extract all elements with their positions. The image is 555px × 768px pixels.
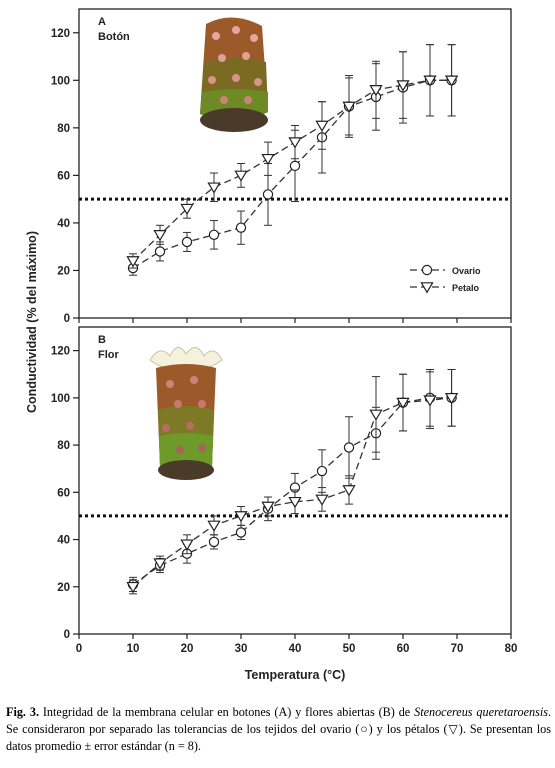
series-petalo [126, 369, 459, 595]
series-line [132, 79, 452, 269]
y-tick-label: 20 [57, 582, 70, 594]
data-point [396, 80, 410, 92]
x-tick-label: 40 [289, 643, 302, 655]
y-tick-label: 100 [51, 393, 70, 405]
data-point [154, 246, 166, 257]
data-point [444, 393, 459, 405]
caption-species: Stenocereus queretaroensis [414, 705, 548, 719]
data-point [342, 485, 356, 497]
y-tick-label: 120 [51, 346, 70, 358]
data-point [288, 137, 302, 149]
x-axis-label: Temperatura (°C) [245, 668, 346, 682]
data-point [234, 170, 248, 182]
legend-marker [420, 282, 434, 294]
y-tick-label: 80 [57, 123, 70, 135]
x-tick-label: 0 [76, 643, 82, 655]
data-point [153, 230, 167, 242]
legend-marker [421, 264, 433, 276]
data-point [208, 536, 220, 548]
data-point [181, 236, 193, 248]
panel-label: Botón [98, 31, 130, 43]
x-tick-label: 50 [343, 643, 356, 655]
x-tick-label: 30 [235, 643, 248, 655]
series-ovario [127, 44, 457, 276]
data-point [316, 465, 328, 477]
data-point [180, 203, 194, 216]
data-point [261, 153, 275, 166]
data-point [208, 229, 220, 241]
data-point [315, 494, 329, 506]
data-point [342, 101, 356, 113]
x-tick-label: 60 [397, 643, 410, 655]
data-point [315, 120, 329, 132]
panel-letter: A [98, 16, 106, 28]
y-tick-label: 60 [57, 170, 70, 182]
data-point [423, 75, 437, 87]
figure-caption: Fig. 3. Integridad de la membrana celula… [6, 704, 551, 755]
data-point [126, 256, 140, 268]
y-tick-label: 80 [57, 440, 70, 452]
y-tick-label: 0 [64, 313, 70, 325]
y-tick-label: 120 [51, 28, 70, 40]
legend: Ovario Petalo [410, 264, 481, 294]
y-tick-label: 40 [57, 218, 70, 230]
data-point [180, 539, 194, 551]
bud-photo [190, 12, 272, 138]
data-point [262, 189, 274, 200]
data-point [444, 75, 459, 87]
data-point [288, 496, 302, 509]
y-axis-label: Conductividad (% del máximo) [25, 231, 39, 413]
data-point [234, 511, 248, 523]
y-tick-label: 0 [64, 629, 70, 641]
figure: 020406080100120ABotónOvarioPetaloConduct… [25, 8, 518, 682]
panel-b: 0 20 40 60 80 100 120 0 10 20 30 40 50 60 70 80 B Flor Tem… [51, 326, 518, 682]
x-tick-label: 80 [505, 643, 518, 655]
caption-text-2: . Se consideraron por separado las toler… [6, 705, 552, 753]
x-tick-label: 20 [181, 643, 194, 655]
legend-label: Petalo [452, 283, 480, 293]
caption-text-1: Integridad de la membrana celular en bot… [39, 705, 415, 719]
panel-label: Flor [98, 349, 119, 361]
series-line [132, 79, 452, 262]
data-point [153, 558, 167, 570]
data-point [343, 442, 355, 453]
series-petalo [126, 44, 459, 269]
data-point [235, 222, 247, 233]
data-point [369, 85, 383, 97]
caption-label: Fig. 3. [6, 705, 39, 719]
data-point [261, 501, 275, 513]
x-tick-label: 10 [127, 643, 140, 655]
legend-label: Ovario [452, 266, 481, 276]
panel-letter: B [98, 334, 106, 346]
y-tick-label: 40 [57, 535, 70, 547]
data-point [207, 520, 221, 532]
y-tick-label: 100 [51, 75, 70, 87]
data-point [396, 397, 410, 410]
data-point [126, 581, 140, 594]
data-point [423, 395, 437, 407]
panel-a: 0 20 40 60 80 100 120 A Botón Ovario Petalo Conduct… [25, 8, 512, 413]
x-tick-label: 70 [451, 643, 464, 655]
y-tick-label: 60 [57, 487, 70, 499]
data-point [369, 409, 383, 421]
y-tick-label: 20 [57, 265, 70, 277]
flower-photo [146, 340, 224, 480]
data-point [207, 182, 221, 194]
data-point [235, 527, 247, 538]
data-point [289, 160, 301, 172]
